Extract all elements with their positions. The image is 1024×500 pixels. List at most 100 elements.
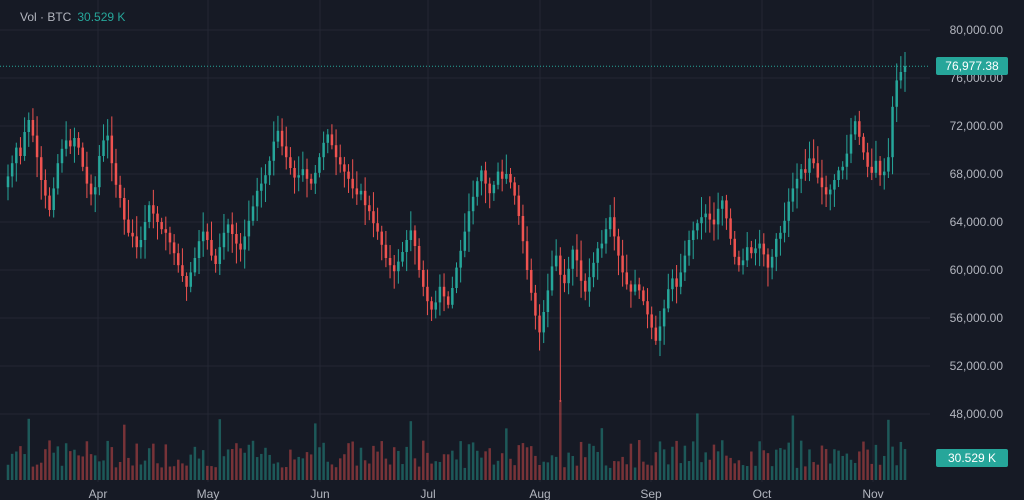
volume-bar — [172, 466, 176, 480]
volume-bar — [542, 461, 545, 480]
candle-body — [833, 180, 836, 190]
volume-bar — [160, 467, 163, 480]
candle-body — [401, 252, 404, 262]
candle-body — [52, 188, 55, 210]
volume-bar — [52, 452, 55, 480]
candle-body — [81, 147, 84, 167]
candle-body — [251, 206, 255, 221]
volume-bar — [131, 465, 134, 480]
volume-bar — [521, 443, 525, 480]
candle-body — [542, 312, 545, 333]
candle-body — [168, 232, 172, 243]
candle-body — [525, 241, 529, 270]
candle-body — [19, 147, 22, 156]
volume-bar — [156, 463, 159, 480]
candle-body — [330, 134, 334, 146]
volume-bar — [779, 448, 782, 480]
candle-body — [446, 296, 450, 305]
candle-body — [384, 244, 388, 258]
candle-body — [147, 205, 151, 222]
candle-body — [143, 222, 147, 240]
price-tick-label: 56,000.00 — [950, 311, 1004, 325]
volume-bar — [326, 461, 330, 480]
candle-body — [343, 164, 346, 172]
volume-bar — [376, 451, 379, 480]
candle-body — [280, 130, 284, 147]
price-tick-label: 52,000.00 — [950, 359, 1004, 373]
candle-body — [696, 223, 699, 231]
volume-bar — [426, 452, 429, 480]
candle-body — [309, 178, 313, 184]
volume-bar — [484, 451, 487, 480]
candle-body — [455, 267, 458, 288]
volume-bar — [895, 465, 898, 480]
candle-body — [733, 238, 736, 257]
candle-body — [517, 195, 521, 216]
volume-bar — [451, 450, 454, 480]
volume-bar — [388, 464, 392, 480]
volume-bar — [882, 455, 886, 480]
volume-bar — [646, 464, 649, 480]
candle-body — [633, 284, 637, 292]
candle-body — [675, 278, 678, 287]
candle-body — [870, 166, 874, 173]
volume-bar — [455, 459, 458, 480]
volume-bar — [430, 463, 433, 480]
volume-bar — [841, 455, 844, 480]
volume-bar — [696, 413, 699, 480]
candle-body — [152, 205, 155, 214]
volume-bar — [185, 465, 188, 480]
volume-bar — [887, 419, 890, 480]
candle-body — [853, 121, 857, 135]
candle-body — [434, 302, 437, 310]
volume-bar — [799, 440, 803, 480]
candle-body — [35, 135, 39, 158]
volume-bar — [849, 459, 853, 480]
candle-body — [513, 182, 516, 196]
volume-bar — [189, 454, 192, 480]
volume-bar — [733, 463, 736, 480]
candle-body — [816, 163, 820, 178]
volume-bar — [820, 445, 824, 480]
candle-body — [355, 188, 359, 195]
candle-body — [127, 219, 130, 233]
volume-bar — [513, 465, 516, 480]
volume-bar — [775, 449, 778, 480]
candle-body — [829, 189, 832, 195]
candle-body — [617, 236, 620, 256]
volume-bar — [368, 463, 371, 480]
volume-bars — [6, 400, 907, 480]
candle-body — [766, 254, 770, 268]
candle-body — [380, 231, 383, 245]
candle-body — [347, 171, 350, 179]
volume-bar — [102, 460, 105, 480]
candle-body — [667, 289, 670, 309]
volume-bar — [824, 449, 828, 480]
candle-body — [841, 166, 844, 171]
candle-body — [417, 246, 421, 270]
candle-body — [654, 327, 658, 341]
candle-body — [596, 248, 599, 263]
candle-body — [102, 140, 105, 156]
candle-body — [629, 284, 633, 292]
volume-bar — [143, 460, 147, 480]
volume-bar — [791, 415, 795, 480]
candle-body — [563, 274, 566, 284]
candle-body — [31, 120, 35, 136]
candle-body — [409, 230, 413, 240]
candle-body — [745, 247, 749, 261]
volume-bar — [305, 452, 309, 480]
volume-bar — [201, 450, 205, 480]
volume-bar — [434, 461, 437, 480]
volume-bar — [380, 441, 383, 480]
candle-body — [708, 213, 712, 220]
candle-body — [23, 132, 26, 156]
volume-bar — [766, 453, 770, 480]
volume-bar — [226, 449, 230, 480]
candle-body — [679, 272, 682, 287]
volume-bar — [770, 466, 774, 480]
volume-bar — [289, 449, 292, 480]
volume-bar — [629, 443, 633, 480]
volume-bar — [417, 466, 421, 480]
